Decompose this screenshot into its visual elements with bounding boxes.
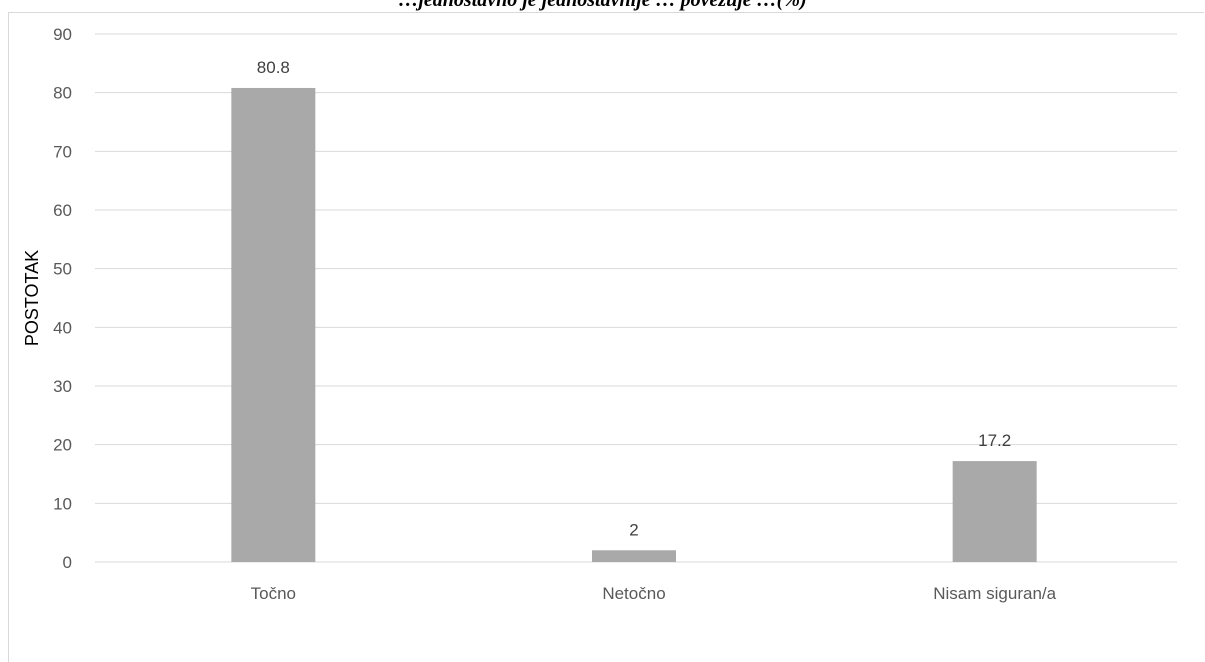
data-label-0: 80.8 <box>257 58 290 77</box>
bar-1 <box>592 550 676 562</box>
y-tick-label-20: 20 <box>53 436 72 455</box>
y-tick-label-90: 90 <box>53 25 72 44</box>
chart-frame <box>8 12 1204 662</box>
data-label-1: 2 <box>629 520 638 539</box>
y-tick-label-0: 0 <box>63 553 72 572</box>
y-tick-label-50: 50 <box>53 260 72 279</box>
chart-title: …jednostavno je jednostavnije … povezuje… <box>398 0 807 11</box>
x-axis-categories: Točno Netočno Nisam siguran/a <box>251 584 1057 603</box>
bar-0 <box>231 87 316 563</box>
y-axis-ticks: 0 10 20 30 40 50 60 70 80 90 <box>53 25 72 572</box>
data-labels: 80.8 2 17.2 <box>257 58 1011 539</box>
y-tick-label-30: 30 <box>53 377 72 396</box>
chart-title-strip: …jednostavno je jednostavnije … povezuje… <box>0 0 1205 22</box>
category-label-2: Nisam siguran/a <box>933 584 1056 603</box>
y-tick-label-40: 40 <box>53 318 72 337</box>
y-tick-label-60: 60 <box>53 201 72 220</box>
category-label-1: Netočno <box>602 584 665 603</box>
y-tick-label-10: 10 <box>53 494 72 513</box>
y-axis-label: POSTOTAK <box>22 250 42 346</box>
y-tick-label-70: 70 <box>53 142 72 161</box>
bars <box>231 87 1037 563</box>
data-label-2: 17.2 <box>978 431 1011 450</box>
bar-2 <box>952 461 1037 562</box>
category-label-0: Točno <box>251 584 296 603</box>
y-tick-label-80: 80 <box>53 84 72 103</box>
